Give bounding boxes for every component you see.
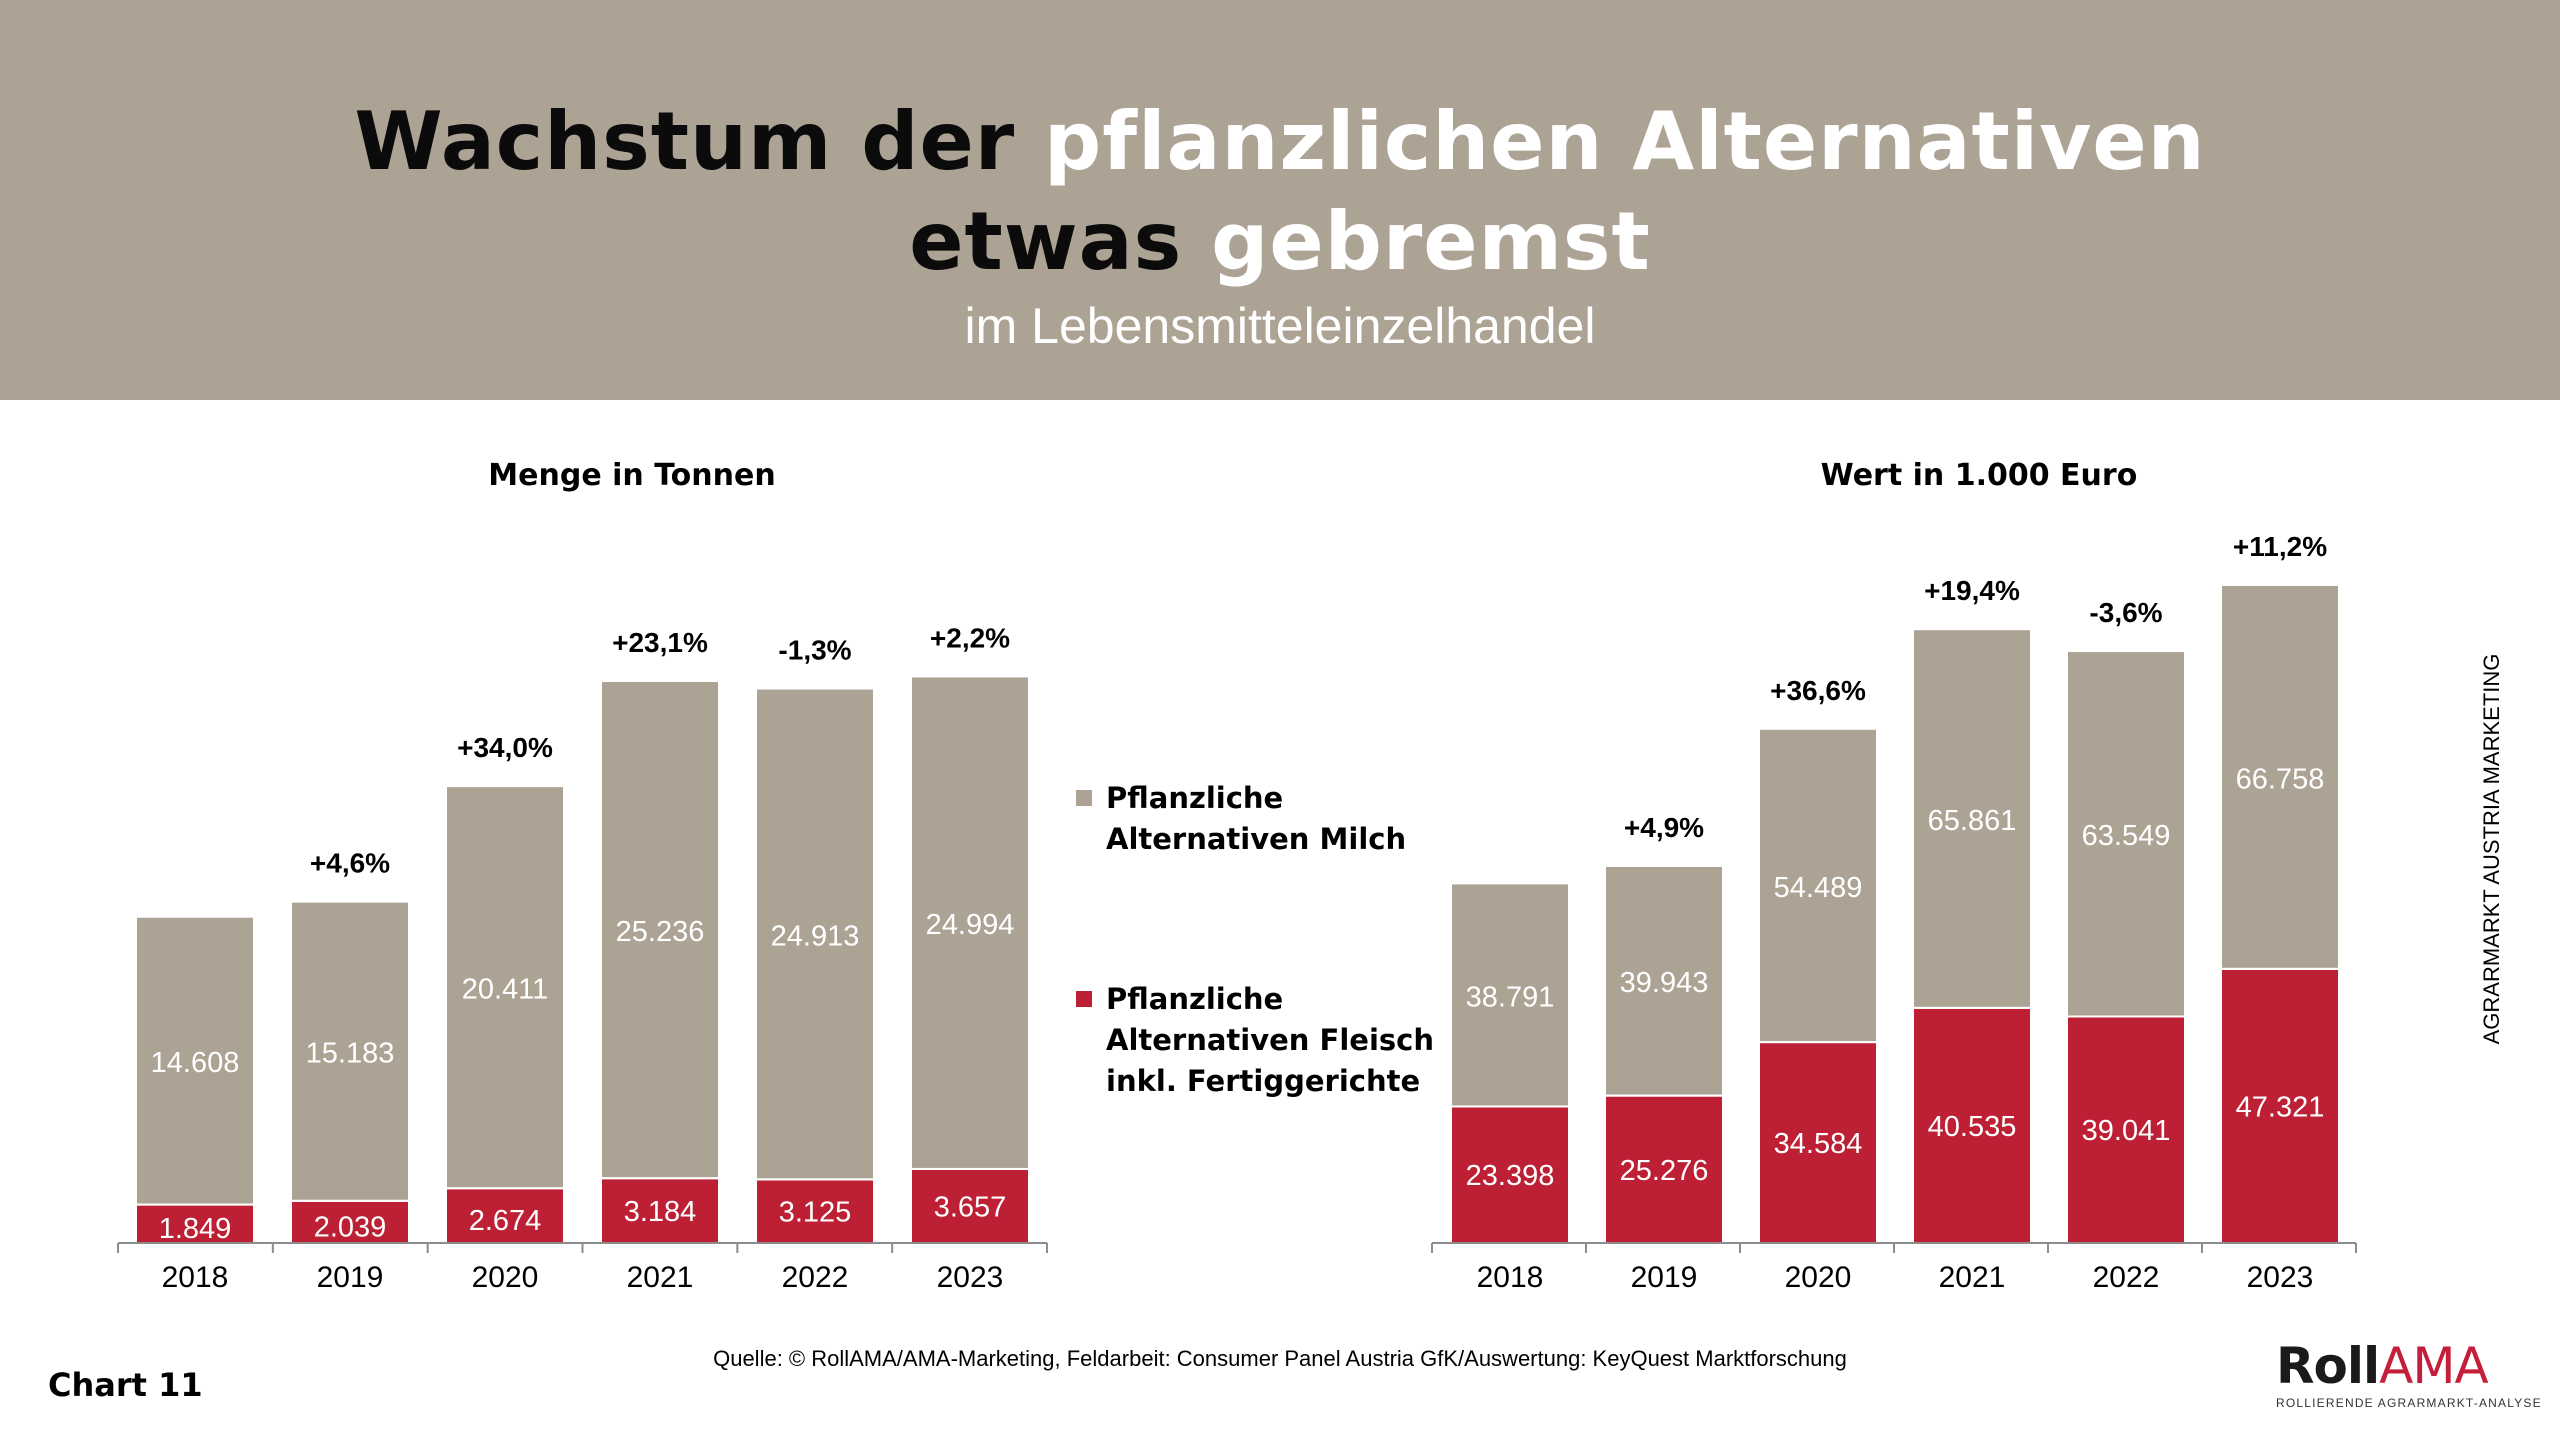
- wert-x-tick-label-2021: 2021: [1939, 1261, 2006, 1294]
- menge-x-tick-label-2018: 2018: [162, 1261, 229, 1294]
- chart-title-menge: Menge in Tonnen: [488, 458, 776, 493]
- menge-x-tick-label-2021: 2021: [627, 1261, 694, 1294]
- legend-swatch-milch: [1076, 790, 1092, 806]
- wert-label-fleisch-2023: 47.321: [2236, 1091, 2325, 1123]
- legend-label-milch: Pflanzliche Alternativen Milch: [1106, 781, 1407, 856]
- wert-bar-fleisch-2019: [1606, 1096, 1722, 1242]
- menge-growth-label-2020: +34,0%: [457, 732, 553, 763]
- menge-x-tick-label-2020: 2020: [472, 1261, 539, 1294]
- wert-bar-fleisch-2023: [2222, 969, 2338, 1242]
- wert-label-fleisch-2020: 34.584: [1774, 1128, 1863, 1160]
- wert-bar-milch-2023: [2222, 586, 2338, 968]
- wert-growth-label-2021: +19,4%: [1924, 575, 2020, 606]
- menge-label-fleisch-2022: 3.125: [779, 1197, 852, 1229]
- wert-bar-fleisch-2021: [1914, 1008, 2030, 1242]
- menge-label-milch-2020: 20.411: [462, 974, 549, 1006]
- menge-x-tick-label-2019: 2019: [317, 1261, 384, 1294]
- menge-bar-milch-2018: [137, 917, 253, 1204]
- wert-bar-fleisch-2020: [1760, 1043, 1876, 1242]
- wert-bar-fleisch-2018: [1452, 1107, 1568, 1242]
- wert-label-milch-2018: 38.791: [1466, 981, 1555, 1013]
- menge-bar-milch-2021: [602, 682, 718, 1178]
- page-title-line-2: etwas gebremst: [0, 192, 2560, 292]
- wert-bar-milch-2022: [2068, 652, 2184, 1016]
- legend-swatch-fleisch: [1076, 991, 1092, 1007]
- menge-label-fleisch-2023: 3.657: [934, 1191, 1007, 1223]
- wert-label-milch-2020: 54.489: [1774, 872, 1863, 904]
- title-dark-part-2: etwas: [909, 195, 1212, 288]
- title-light-part-1: pflanzlichen Alternativen: [1044, 95, 2206, 188]
- menge-x-tick-label-2023: 2023: [937, 1261, 1004, 1294]
- menge-bar-fleisch-2018: [137, 1205, 253, 1242]
- wert-growth-label-2023: +11,2%: [2233, 531, 2327, 562]
- menge-label-milch-2022: 24.913: [771, 920, 860, 952]
- wert-bar-milch-2021: [1914, 630, 2030, 1007]
- wert-label-fleisch-2022: 39.041: [2082, 1115, 2171, 1147]
- wert-growth-label-2022: -3,6%: [2089, 597, 2162, 628]
- wert-growth-label-2019: +4,9%: [1624, 812, 1704, 843]
- wert-bar-milch-2018: [1452, 884, 1568, 1106]
- menge-bar-milch-2023: [912, 677, 1028, 1168]
- menge-bar-fleisch-2023: [912, 1169, 1028, 1242]
- chart-number-label: Chart 11: [48, 1366, 203, 1404]
- menge-label-milch-2018: 14.608: [151, 1047, 240, 1079]
- chart-title-wert: Wert in 1.000 Euro: [1820, 458, 2138, 493]
- menge-label-fleisch-2019: 2.039: [314, 1211, 387, 1243]
- menge-label-milch-2021: 25.236: [616, 916, 705, 948]
- header-band: Wachstum der pflanzlichen Alternativen e…: [0, 0, 2560, 400]
- menge-label-milch-2019: 15.183: [306, 1038, 395, 1070]
- page-title-line-1: Wachstum der pflanzlichen Alternativen: [0, 92, 2560, 192]
- wert-growth-label-2020: +36,6%: [1770, 675, 1866, 706]
- menge-bar-fleisch-2022: [757, 1180, 873, 1242]
- page-subtitle: im Lebensmitteleinzelhandel: [964, 298, 1596, 354]
- menge-growth-label-2021: +23,1%: [612, 627, 708, 658]
- menge-growth-label-2019: +4,6%: [310, 848, 390, 879]
- menge-bar-milch-2020: [447, 787, 563, 1188]
- wert-x-tick-label-2022: 2022: [2093, 1261, 2160, 1294]
- menge-growth-label-2023: +2,2%: [930, 622, 1010, 653]
- source-note: Quelle: © RollAMA/AMA-Marketing, Feldarb…: [713, 1346, 1847, 1371]
- wert-bar-milch-2019: [1606, 866, 1722, 1095]
- logo-wordmark: RollAMA: [2276, 1338, 2526, 1394]
- rollama-logo: RollAMA ROLLIERENDE AGRARMARKT-ANALYSE: [2276, 1338, 2542, 1410]
- wert-bar-milch-2020: [1760, 729, 1876, 1042]
- logo-tagline: ROLLIERENDE AGRARMARKT-ANALYSE: [2276, 1396, 2542, 1410]
- menge-label-fleisch-2020: 2.674: [469, 1205, 542, 1237]
- wert-label-milch-2021: 65.861: [1928, 805, 2017, 837]
- legend-label-fleisch: Pflanzliche Alternativen Fleisch inkl. F…: [1106, 982, 1435, 1098]
- wert-label-fleisch-2021: 40.535: [1928, 1111, 2017, 1143]
- side-organization-label: AGRARMARKT AUSTRIA MARKETING: [2479, 653, 2504, 1045]
- menge-bar-fleisch-2019: [292, 1201, 408, 1242]
- menge-x-tick-label-2022: 2022: [782, 1261, 849, 1294]
- wert-label-milch-2022: 63.549: [2082, 820, 2171, 852]
- title-light-part-2: gebremst: [1211, 195, 1651, 288]
- menge-growth-label-2022: -1,3%: [778, 635, 851, 666]
- logo-ama-text: AMA: [2379, 1337, 2489, 1395]
- wert-x-tick-label-2019: 2019: [1631, 1261, 1698, 1294]
- logo-roll-text: Roll: [2276, 1337, 2380, 1395]
- menge-bar-milch-2022: [757, 689, 873, 1179]
- wert-label-milch-2023: 66.758: [2236, 763, 2325, 795]
- wert-label-fleisch-2018: 23.398: [1466, 1160, 1555, 1192]
- menge-bar-fleisch-2021: [602, 1179, 718, 1242]
- wert-x-tick-label-2023: 2023: [2247, 1261, 2314, 1294]
- menge-label-milch-2023: 24.994: [926, 909, 1015, 941]
- title-dark-part-1: Wachstum der: [354, 95, 1045, 188]
- wert-label-milch-2019: 39.943: [1620, 967, 1709, 999]
- menge-bar-fleisch-2020: [447, 1189, 563, 1242]
- menge-label-fleisch-2018: 1.849: [159, 1213, 232, 1245]
- menge-bar-milch-2019: [292, 902, 408, 1200]
- menge-label-fleisch-2021: 3.184: [624, 1196, 697, 1228]
- wert-x-tick-label-2018: 2018: [1477, 1261, 1544, 1294]
- wert-bar-fleisch-2022: [2068, 1017, 2184, 1242]
- wert-label-fleisch-2019: 25.276: [1620, 1155, 1709, 1187]
- wert-x-tick-label-2020: 2020: [1785, 1261, 1852, 1294]
